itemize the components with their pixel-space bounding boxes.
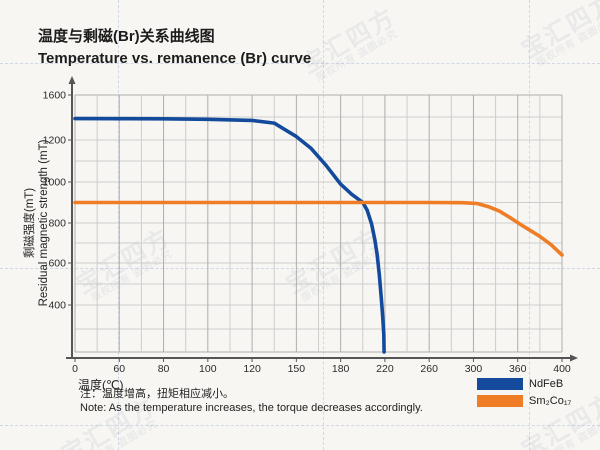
svg-text:400: 400	[553, 363, 571, 375]
legend-item-ndfeb: NdFeB	[477, 376, 571, 391]
svg-text:180: 180	[332, 363, 350, 375]
legend-swatch-ndfeb	[477, 377, 523, 390]
svg-text:1600: 1600	[43, 90, 67, 102]
svg-text:1200: 1200	[43, 135, 67, 147]
chart-header: 温度与剩磁(Br)关系曲线图 Temperature vs. remanence…	[38, 26, 311, 70]
y-axis-title: 剩磁强度(mT) Residual magnetic strength (mT)	[23, 140, 51, 307]
svg-text:60: 60	[113, 363, 125, 375]
legend-label-ndfeb: NdFeB	[529, 377, 564, 390]
footnote-cn: 注：温度增高，扭矩相应减小。	[80, 388, 234, 400]
svg-text:100: 100	[199, 363, 217, 375]
legend-item-sm2co17: Sm₂Co₁₇	[477, 393, 571, 408]
svg-text:1000: 1000	[43, 177, 67, 189]
svg-text:220: 220	[376, 363, 394, 375]
svg-text:150: 150	[288, 363, 306, 375]
legend: NdFeB Sm₂Co₁₇	[477, 376, 571, 410]
svg-text:600: 600	[48, 258, 66, 270]
svg-text:120: 120	[243, 363, 261, 375]
svg-text:0: 0	[72, 363, 78, 375]
svg-text:400: 400	[48, 300, 66, 312]
footnote-en: Note: As the temperature increases, the …	[80, 401, 423, 414]
y-axis-title-cn: 剩磁强度(mT)	[24, 187, 36, 259]
svg-text:300: 300	[465, 363, 483, 375]
legend-swatch-sm2co17	[477, 394, 523, 407]
footnote: 注：温度增高，扭矩相应减小。 Note: As the temperature …	[80, 388, 423, 415]
legend-label-sm2co17: Sm₂Co₁₇	[529, 394, 572, 407]
page-title-cn: 温度与剩磁(Br)关系曲线图	[38, 28, 215, 45]
x-axis-title: 温度(℃)	[78, 378, 124, 392]
y-axis-title-en: Residual magnetic strength (mT)	[38, 139, 50, 307]
svg-text:800: 800	[48, 218, 66, 230]
page-title-en: Temperature vs. remanence (Br) curve	[38, 50, 312, 67]
svg-text:360: 360	[509, 363, 527, 375]
svg-text:80: 80	[158, 363, 170, 375]
svg-text:260: 260	[420, 363, 438, 375]
